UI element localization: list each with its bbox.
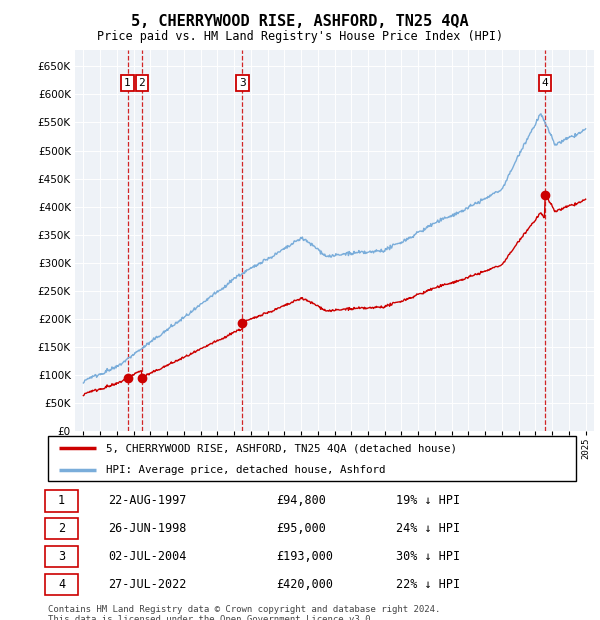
- Text: 26-JUN-1998: 26-JUN-1998: [108, 522, 187, 535]
- Text: £193,000: £193,000: [276, 550, 333, 563]
- Text: 3: 3: [58, 550, 65, 563]
- FancyBboxPatch shape: [45, 574, 78, 595]
- FancyBboxPatch shape: [48, 436, 576, 480]
- Text: £94,800: £94,800: [276, 494, 326, 507]
- Text: 4: 4: [58, 578, 65, 591]
- Text: £420,000: £420,000: [276, 578, 333, 591]
- Text: 4: 4: [542, 78, 548, 88]
- Text: 5, CHERRYWOOD RISE, ASHFORD, TN25 4QA: 5, CHERRYWOOD RISE, ASHFORD, TN25 4QA: [131, 14, 469, 29]
- Text: 22-AUG-1997: 22-AUG-1997: [108, 494, 187, 507]
- FancyBboxPatch shape: [45, 518, 78, 539]
- Text: Contains HM Land Registry data © Crown copyright and database right 2024.
This d: Contains HM Land Registry data © Crown c…: [48, 604, 440, 620]
- Text: 19% ↓ HPI: 19% ↓ HPI: [396, 494, 460, 507]
- Text: 5, CHERRYWOOD RISE, ASHFORD, TN25 4QA (detached house): 5, CHERRYWOOD RISE, ASHFORD, TN25 4QA (d…: [106, 443, 457, 453]
- Text: 22% ↓ HPI: 22% ↓ HPI: [396, 578, 460, 591]
- Text: 1: 1: [58, 494, 65, 507]
- Text: HPI: Average price, detached house, Ashford: HPI: Average price, detached house, Ashf…: [106, 465, 386, 475]
- FancyBboxPatch shape: [45, 490, 78, 511]
- Text: 24% ↓ HPI: 24% ↓ HPI: [396, 522, 460, 535]
- Text: 30% ↓ HPI: 30% ↓ HPI: [396, 550, 460, 563]
- Text: 27-JUL-2022: 27-JUL-2022: [108, 578, 187, 591]
- Text: Price paid vs. HM Land Registry's House Price Index (HPI): Price paid vs. HM Land Registry's House …: [97, 30, 503, 43]
- Text: 2: 2: [58, 522, 65, 535]
- Text: 02-JUL-2004: 02-JUL-2004: [108, 550, 187, 563]
- FancyBboxPatch shape: [45, 546, 78, 567]
- Text: 1: 1: [124, 78, 131, 88]
- Text: £95,000: £95,000: [276, 522, 326, 535]
- Text: 3: 3: [239, 78, 246, 88]
- Text: 2: 2: [139, 78, 145, 88]
